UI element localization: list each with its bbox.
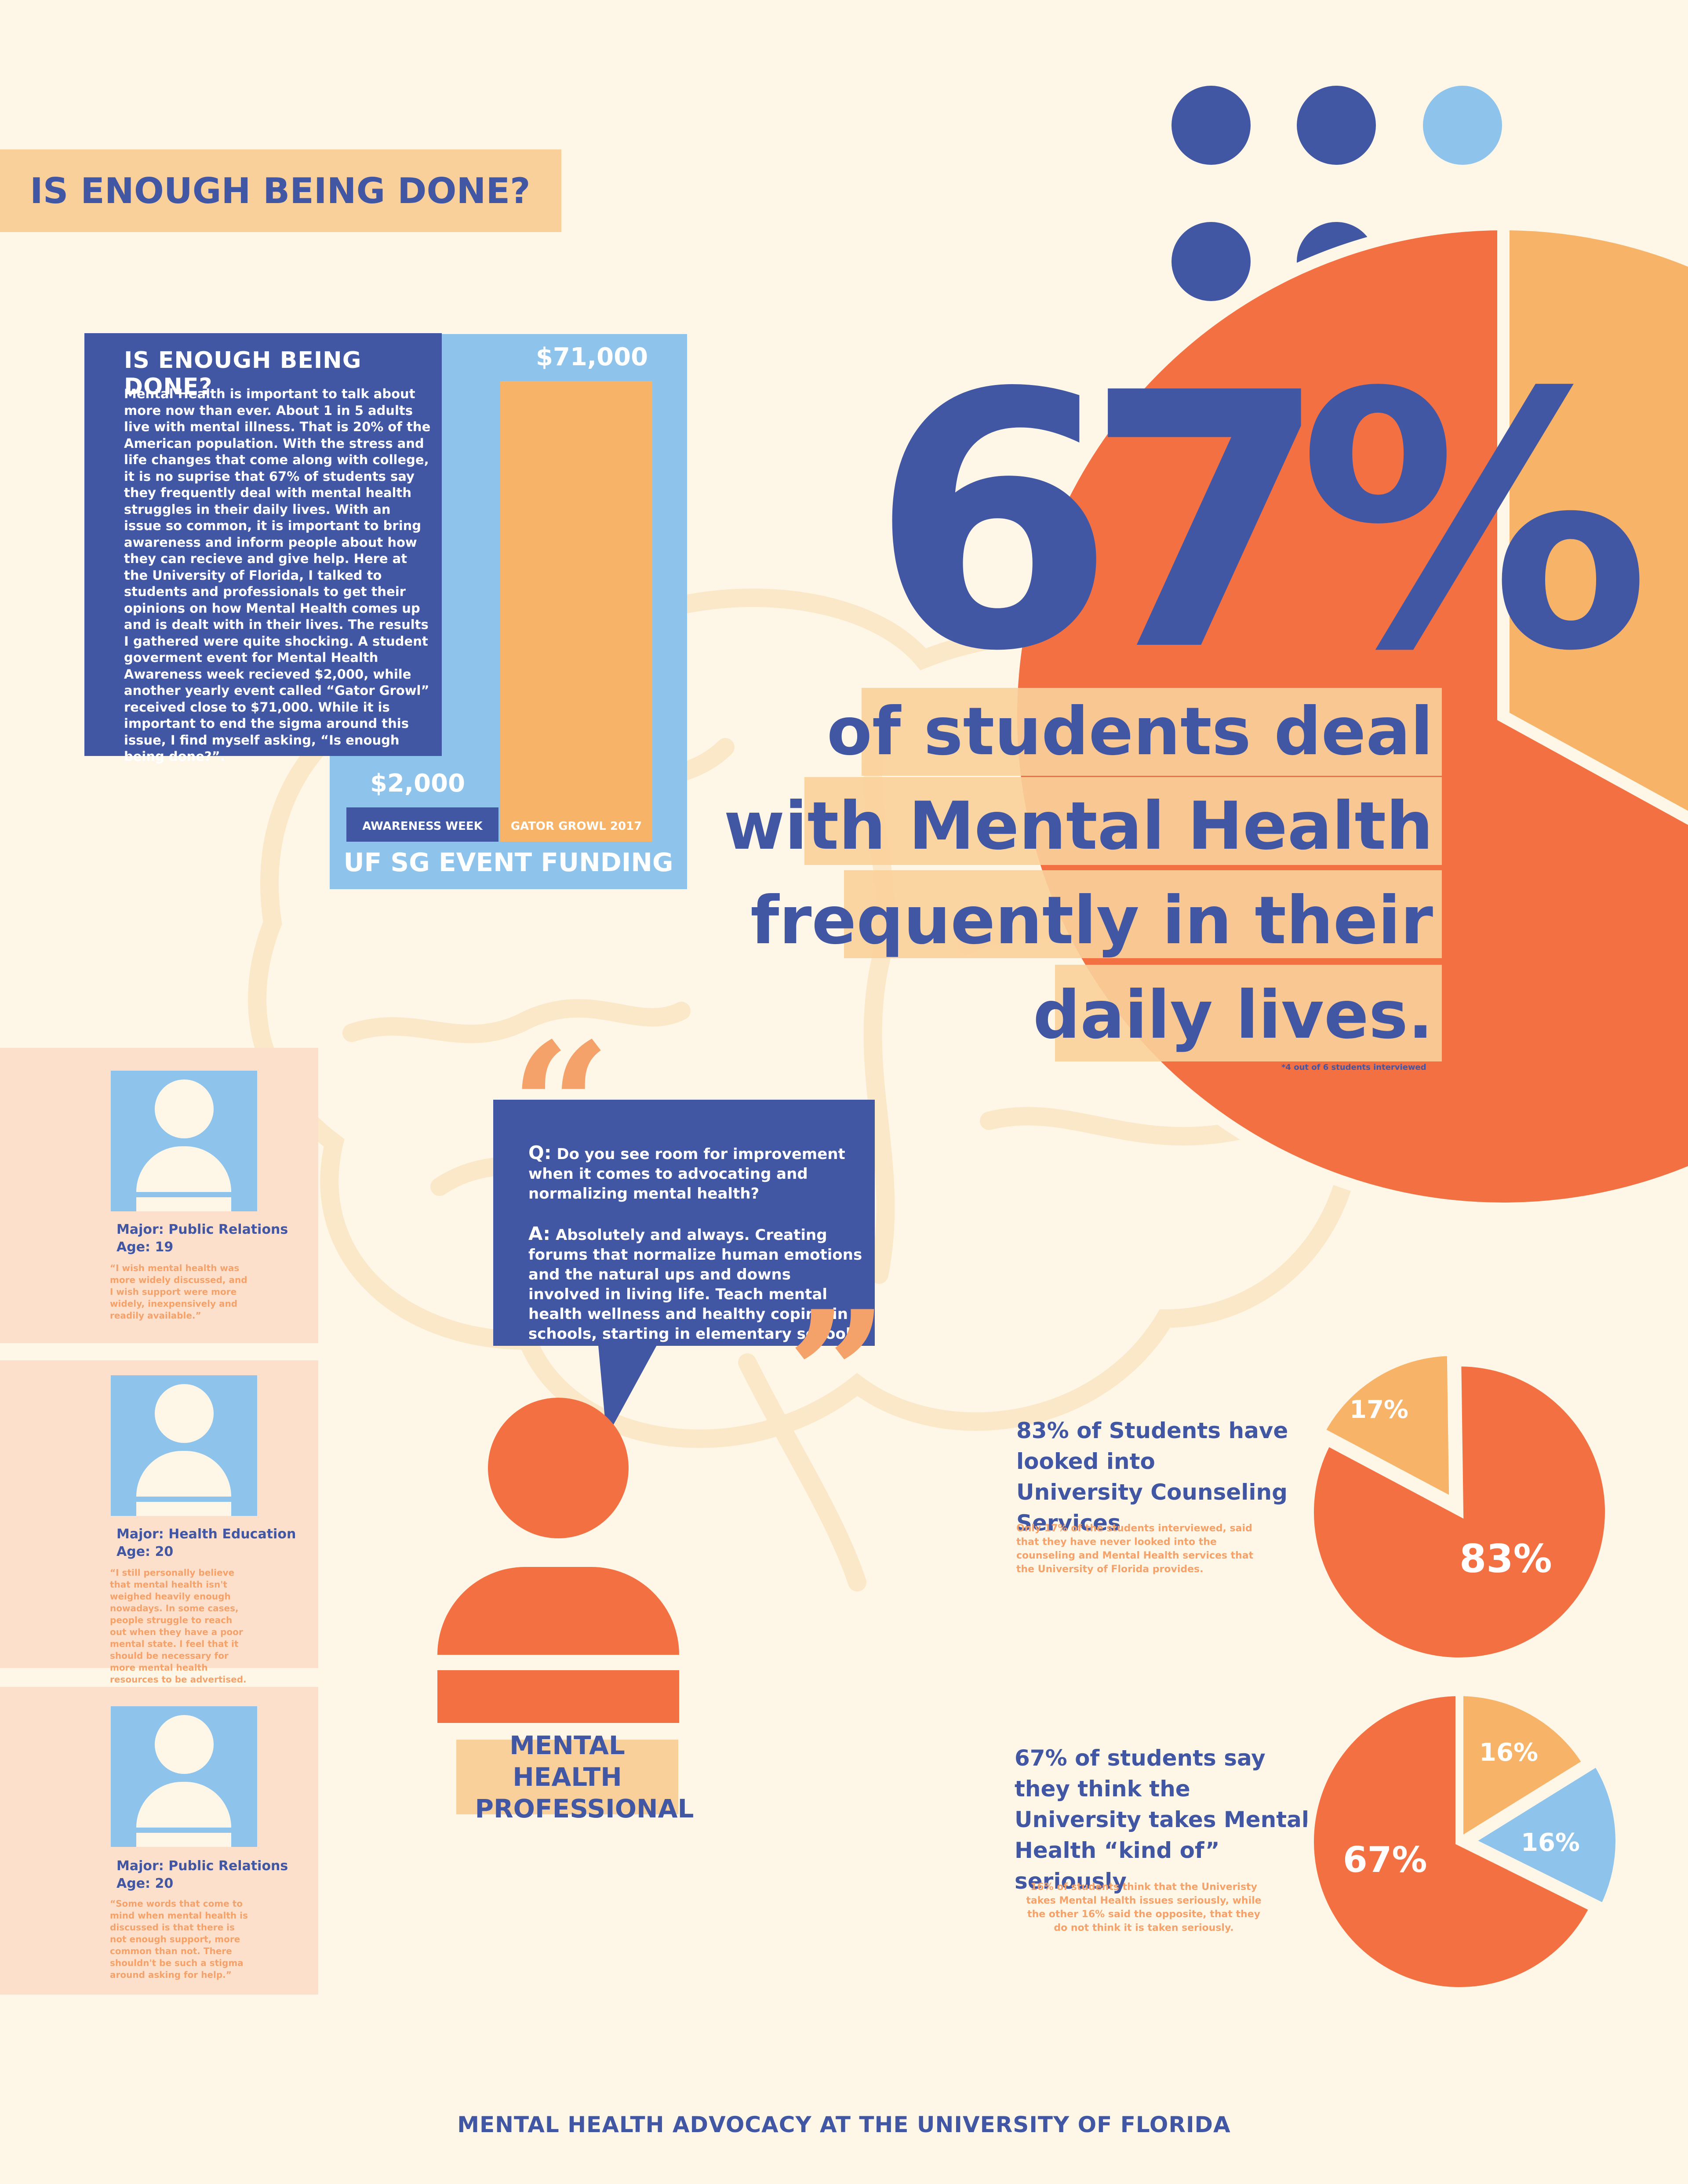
intro-box: IS ENOUGH BEING DONE? Mental Health is i…: [84, 333, 442, 764]
pie-slice: [1316, 1348, 1457, 1508]
highlight-bar: [804, 777, 1442, 865]
pie2-major-label: 67%: [1343, 1839, 1427, 1880]
growl-bar-label: GATOR GROWL 2017: [500, 811, 652, 842]
highlight-bar: [862, 688, 1442, 776]
funding-chart-panel: $71,000 GATOR GROWL 2017 $2,000 AWARENES…: [330, 334, 687, 889]
student-age: Age: 20: [116, 1544, 174, 1559]
close-quote-mark: ”: [787, 1272, 888, 1479]
stat-title: 67% of students say they think the Unive…: [1015, 1745, 1309, 1894]
intro-title: IS ENOUGH BEING DONE?: [124, 347, 362, 400]
role-badge: MENTAL HEALTH PROFESSIONAL: [456, 1730, 694, 1824]
headline-percent: 67%: [870, 318, 1651, 728]
stat-subtitle: Only 17% of the students interviewed, sa…: [1016, 1523, 1254, 1575]
student-age: Age: 19: [116, 1239, 174, 1255]
pie2-slice2-label: 16%: [1479, 1738, 1539, 1767]
intro-body: Mental Health is important to talk about…: [124, 386, 431, 764]
student-card: Major: Public Relations Age: 20 “Some wo…: [0, 1687, 318, 1995]
pie-slice: [1455, 1688, 1592, 1849]
stat-title: 83% of Students have looked into Univers…: [1016, 1418, 1288, 1536]
avatar: [111, 1375, 257, 1516]
answer-text: Absolutely and always. Creating forums t…: [528, 1226, 862, 1343]
top-title-banner: IS ENOUGH BEING DONE?: [0, 149, 561, 232]
student-major: Major: Public Relations: [116, 1222, 288, 1237]
avatar: [111, 1706, 257, 1847]
pie1-major-label: 83%: [1459, 1536, 1552, 1581]
dot: [1297, 222, 1376, 301]
stat-subtitle: 16% of students think that the Univerist…: [1026, 1882, 1262, 1933]
student-age: Age: 20: [116, 1876, 174, 1891]
speech-bubble-tail: [598, 1341, 659, 1437]
student-quote: “I still personally believe that mental …: [110, 1567, 247, 1697]
awareness-value-label: $2,000: [370, 769, 466, 798]
answer-label: A:: [528, 1223, 551, 1244]
question-text: Do you see room for improvement when it …: [528, 1145, 845, 1203]
professional-torso: [437, 1567, 679, 1655]
student-major: Major: Health Education: [116, 1526, 296, 1542]
growl-value-label: $71,000: [535, 343, 648, 371]
avatar: [111, 1071, 257, 1211]
professional-base: [437, 1670, 679, 1723]
awareness-bar: [346, 807, 498, 811]
dot: [1171, 222, 1251, 301]
dot: [1423, 86, 1502, 165]
awareness-bar-label: AWARENESS WEEK: [346, 811, 498, 842]
interview-answer: A: Absolutely and always. Creating forum…: [528, 1224, 862, 1344]
interview-bubble: Q: Do you see room for improvement when …: [493, 1100, 875, 1346]
pie1-minor-label: 17%: [1350, 1395, 1409, 1424]
highlight-bar: [844, 870, 1442, 958]
student-quote: “I wish mental health was more widely di…: [110, 1263, 247, 1321]
dot: [1297, 86, 1376, 165]
headline-line-3: frequently in their: [750, 883, 1433, 959]
headline-footnote: *4 out of 6 students interviewed: [1281, 1063, 1426, 1072]
role-label: MENTAL HEALTH PROFESSIONAL: [475, 1730, 694, 1824]
footer-text: MENTAL HEALTH ADVOCACY AT THE UNIVERSITY…: [457, 2112, 1231, 2137]
student-card: Major: Health Education Age: 20 “I still…: [0, 1360, 318, 1697]
open-quote-mark: “: [510, 1004, 611, 1211]
dot: [1423, 222, 1502, 301]
highlight-bar: [1055, 965, 1442, 1061]
headline-line-1: of students deal: [826, 694, 1433, 770]
student-quote: “Some words that come to mind when menta…: [110, 1898, 248, 1980]
interview-question: Q: Do you see room for improvement when …: [528, 1143, 862, 1204]
funding-title: UF SG EVENT FUNDING: [343, 847, 673, 877]
pie2-slice3-label: 16%: [1521, 1828, 1580, 1857]
student-card: Major: Public Relations Age: 19 “I wish …: [0, 1048, 318, 1343]
dot: [1171, 86, 1251, 165]
question-label: Q:: [528, 1142, 552, 1163]
growl-bar: [500, 381, 652, 812]
headline-line-2: with Mental Health: [724, 788, 1433, 865]
page-title: IS ENOUGH BEING DONE?: [30, 170, 531, 211]
student-major: Major: Public Relations: [116, 1858, 288, 1874]
professional-head: [488, 1398, 629, 1538]
headline-line-4: daily lives.: [1033, 977, 1433, 1054]
